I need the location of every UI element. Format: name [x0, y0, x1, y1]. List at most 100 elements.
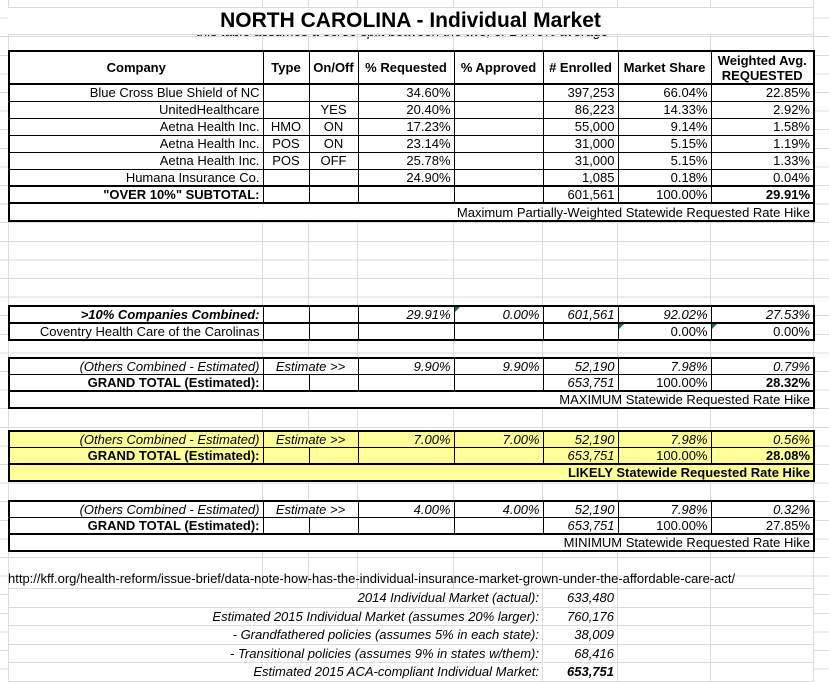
cell-requested[interactable]: 25.78% — [357, 151, 455, 170]
empty-cell[interactable] — [617, 643, 711, 663]
cell-approved[interactable]: 9.90% — [453, 357, 544, 375]
cell-type[interactable] — [262, 100, 310, 119]
cell-type[interactable] — [262, 168, 310, 187]
cell-weighted[interactable]: 0.04% — [710, 168, 815, 187]
cell-market-share[interactable]: 5.15% — [617, 151, 712, 170]
cell-weighted[interactable]: 27.53% — [710, 305, 815, 324]
empty-cell[interactable] — [710, 588, 814, 608]
cell-weighted[interactable]: 0.32% — [710, 500, 815, 518]
empty-cell[interactable] — [617, 662, 711, 682]
summary-value[interactable]: 633,480 — [542, 588, 618, 608]
cell-weighted[interactable]: 0.00% — [710, 322, 815, 341]
cell-weighted[interactable]: 1.19% — [710, 134, 815, 153]
cell-market-share[interactable]: 7.98% — [617, 500, 712, 518]
cell-approved[interactable] — [453, 100, 544, 119]
cell-onoff[interactable] — [308, 83, 359, 102]
minimum-rate-hike-label[interactable]: MINIMUM Statewide Requested Rate Hike — [8, 533, 815, 552]
summary-label[interactable]: Estimated 2015 Individual Market (assume… — [8, 606, 543, 626]
cell-weighted[interactable]: 28.08% — [710, 447, 815, 465]
others-label[interactable]: (Others Combined - Estimated) — [8, 430, 264, 448]
cell-enrolled[interactable]: 31,000 — [542, 134, 619, 153]
cell-approved[interactable]: 4.00% — [453, 500, 544, 518]
col-header-type[interactable]: Type — [262, 50, 310, 85]
grand-total-label[interactable]: GRAND TOTAL (Estimated): — [8, 447, 264, 465]
cell-approved[interactable] — [453, 185, 544, 204]
cell-type[interactable] — [262, 374, 310, 392]
cell-market-share[interactable]: 5.15% — [617, 134, 712, 153]
cell-requested[interactable]: 24.90% — [357, 168, 455, 187]
cell-enrolled[interactable]: 55,000 — [542, 117, 619, 136]
cell-weighted[interactable]: 27.85% — [710, 517, 815, 535]
cell-requested[interactable]: 20.40% — [357, 100, 455, 119]
cell-market-share[interactable]: 7.98% — [617, 357, 712, 375]
maximum-rate-hike-label[interactable]: MAXIMUM Statewide Requested Rate Hike — [8, 390, 815, 409]
empty-cell[interactable] — [617, 606, 711, 626]
col-header-requested[interactable]: % Requested — [357, 50, 455, 85]
cell-company[interactable]: Aetna Health Inc. — [8, 117, 264, 136]
col-header-approved[interactable]: % Approved — [453, 50, 544, 85]
estimate-label[interactable]: Estimate >> — [262, 500, 359, 518]
cell-type[interactable] — [262, 517, 310, 535]
cell-market-share[interactable]: 100.00% — [617, 185, 712, 204]
cell-requested[interactable] — [357, 322, 455, 341]
cell-type[interactable] — [262, 83, 310, 102]
cell-approved[interactable]: 7.00% — [453, 430, 544, 448]
empty-cell[interactable] — [710, 662, 814, 682]
empty-cell[interactable] — [710, 643, 814, 663]
cell-requested[interactable] — [357, 517, 455, 535]
cell-onoff[interactable] — [308, 305, 359, 324]
summary-label[interactable]: - Transitional policies (assumes 9% in s… — [8, 643, 543, 663]
cell-requested[interactable]: 9.90% — [357, 357, 455, 375]
cell-approved[interactable]: 0.00% — [453, 305, 544, 324]
cell-market-share[interactable]: 100.00% — [617, 374, 712, 392]
cell-enrolled[interactable]: 31,000 — [542, 151, 619, 170]
cell-onoff[interactable]: ON — [308, 134, 359, 153]
cell-weighted[interactable]: 28.32% — [710, 374, 815, 392]
cell-market-share[interactable]: 9.14% — [617, 117, 712, 136]
cell-market-share[interactable]: 66.04% — [617, 83, 712, 102]
cell-type[interactable] — [262, 322, 310, 341]
empty-cell[interactable] — [617, 625, 711, 645]
cell-enrolled[interactable]: 52,190 — [542, 500, 619, 518]
summary-label[interactable]: 2014 Individual Market (actual): — [8, 588, 543, 608]
cell-enrolled[interactable]: 653,751 — [542, 374, 619, 392]
cell-enrolled[interactable]: 86,223 — [542, 100, 619, 119]
cell-company[interactable]: Blue Cross Blue Shield of NC — [8, 83, 264, 102]
cell-enrolled[interactable]: 653,751 — [542, 517, 619, 535]
cell-market-share[interactable]: 14.33% — [617, 100, 712, 119]
estimate-label[interactable]: Estimate >> — [262, 357, 359, 375]
cell-enrolled[interactable]: 1,085 — [542, 168, 619, 187]
cell-enrolled[interactable]: 601,561 — [542, 305, 619, 324]
cell-requested[interactable] — [357, 374, 455, 392]
cell-weighted[interactable]: 0.79% — [710, 357, 815, 375]
cell-onoff[interactable] — [308, 447, 359, 465]
cell-onoff[interactable]: OFF — [308, 151, 359, 170]
cell-approved[interactable] — [453, 151, 544, 170]
cell-type[interactable]: POS — [262, 134, 310, 153]
cell-company[interactable]: UnitedHealthcare — [8, 100, 264, 119]
cell-onoff[interactable] — [308, 168, 359, 187]
cell-requested[interactable]: 4.00% — [357, 500, 455, 518]
cell-approved[interactable] — [453, 447, 544, 465]
summary-label[interactable]: - Grandfathered policies (assumes 5% in … — [8, 625, 543, 645]
cell-approved[interactable] — [453, 83, 544, 102]
cell-enrolled[interactable]: 397,253 — [542, 83, 619, 102]
cell-market-share[interactable]: 0.18% — [617, 168, 712, 187]
summary-value[interactable]: 760,176 — [542, 606, 618, 626]
cell-onoff[interactable] — [308, 517, 359, 535]
others-label[interactable]: (Others Combined - Estimated) — [8, 357, 264, 375]
empty-cell[interactable] — [710, 625, 814, 645]
likely-rate-hike-label[interactable]: LIKELY Statewide Requested Rate Hike — [8, 463, 815, 482]
cell-type[interactable]: POS — [262, 151, 310, 170]
col-header-weighted-avg[interactable]: Weighted Avg. REQUESTED — [710, 50, 815, 85]
cell-enrolled[interactable]: 52,190 — [542, 357, 619, 375]
cell-type[interactable] — [262, 305, 310, 324]
cell-company[interactable]: Coventry Health Care of the Carolinas — [8, 322, 264, 341]
others-label[interactable]: (Others Combined - Estimated) — [8, 500, 264, 518]
col-header-company[interactable]: Company — [8, 50, 264, 85]
cell-weighted[interactable]: 29.91% — [710, 185, 815, 204]
summary-label[interactable]: Estimated 2015 ACA-compliant Individual … — [8, 662, 543, 682]
grand-total-label[interactable]: GRAND TOTAL (Estimated): — [8, 374, 264, 392]
cell-market-share[interactable]: 0.00% — [617, 322, 712, 341]
cell-requested[interactable]: 34.60% — [357, 83, 455, 102]
